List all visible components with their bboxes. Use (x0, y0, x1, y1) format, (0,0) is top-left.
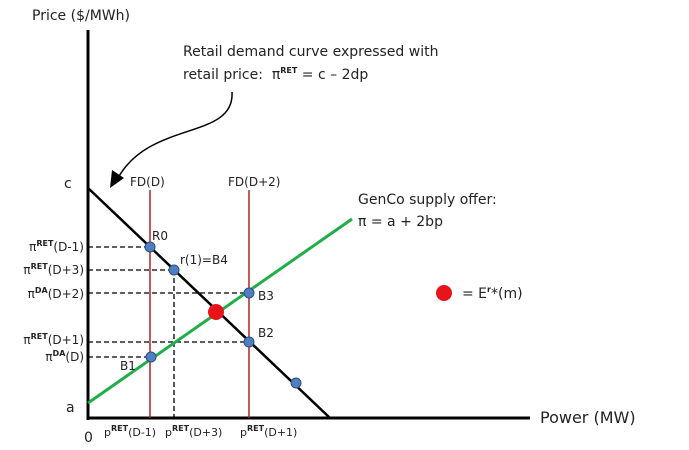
demand-curve (87, 187, 331, 419)
supply-text: GenCo supply offer: (358, 192, 497, 208)
legend-marker (436, 285, 452, 301)
text-part: *(m) (491, 286, 523, 302)
origin-label: 0 (84, 430, 93, 446)
legend-text: = Er*(m) (462, 285, 523, 302)
text-part: RET (280, 66, 298, 75)
quantity-label: pRET(D+1) (240, 424, 297, 439)
point (145, 351, 157, 363)
text-part: = E (462, 286, 487, 302)
text-part: RET (247, 424, 265, 433)
text-part: r (487, 285, 491, 294)
text-part: p (240, 426, 247, 439)
text-part: p (104, 426, 111, 439)
text-part: DA (35, 286, 49, 295)
point (243, 287, 255, 299)
text-part: π (23, 263, 30, 277)
text-part: (D+3) (48, 263, 84, 277)
point-label: r(1)=B4 (180, 253, 228, 267)
text-part: (D) (65, 350, 84, 364)
quantity-label: pRET(D+3) (165, 424, 222, 439)
annotation-arrow (117, 91, 233, 179)
text-part: RET (31, 262, 49, 271)
text-part: (D+1) (48, 333, 84, 347)
point (290, 377, 302, 389)
annotation-text: retail price: πRET = c – 2dp (183, 66, 368, 83)
point (168, 264, 180, 276)
text-part: π (29, 240, 36, 254)
text-part: DA (53, 349, 67, 358)
intercept-c: c (64, 176, 72, 192)
price-label: πRET(D-1) (29, 239, 84, 254)
price-label: πDA(D+2) (28, 286, 84, 301)
annotation-arrowhead (110, 170, 124, 188)
point-label: B1 (120, 359, 136, 373)
intercept-a: a (66, 400, 75, 416)
text-part: RET (172, 424, 190, 433)
text-part: (D+3) (189, 426, 222, 439)
text-part: π (45, 350, 52, 364)
text-part: (D-1) (53, 240, 84, 254)
fixed-demand-label: FD(D+2) (228, 175, 280, 189)
text-part: retail price: π (183, 67, 281, 83)
point (243, 336, 255, 348)
quantity-label: pRET(D-1) (104, 424, 156, 439)
text-part: (D-1) (128, 426, 156, 439)
text-part: (D+1) (264, 426, 297, 439)
price-label: πDA(D) (45, 349, 84, 364)
text-part: RET (36, 239, 54, 248)
text-part: RET (111, 424, 129, 433)
annotation-text: Retail demand curve expressed with (183, 44, 438, 60)
text-part: (D+2) (48, 287, 84, 301)
text-part: π (28, 287, 35, 301)
point-label: B3 (258, 289, 274, 303)
point-label: R0 (152, 229, 168, 243)
point (144, 241, 156, 253)
price-label: πRET(D+1) (23, 332, 84, 347)
price-label: πRET(D+3) (23, 262, 84, 277)
equilibrium-point (208, 304, 224, 320)
text-part: = c – 2dp (297, 67, 368, 83)
text-part: p (165, 426, 172, 439)
text-part: RET (31, 332, 49, 341)
supply-text: π = a + 2bp (358, 214, 443, 230)
y-axis-label: Price ($/MWh) (32, 8, 130, 24)
text-part: π (23, 333, 30, 347)
point-label: B2 (258, 326, 274, 340)
fixed-demand-label: FD(D) (130, 175, 165, 189)
x-axis-label: Power (MW) (540, 408, 636, 427)
